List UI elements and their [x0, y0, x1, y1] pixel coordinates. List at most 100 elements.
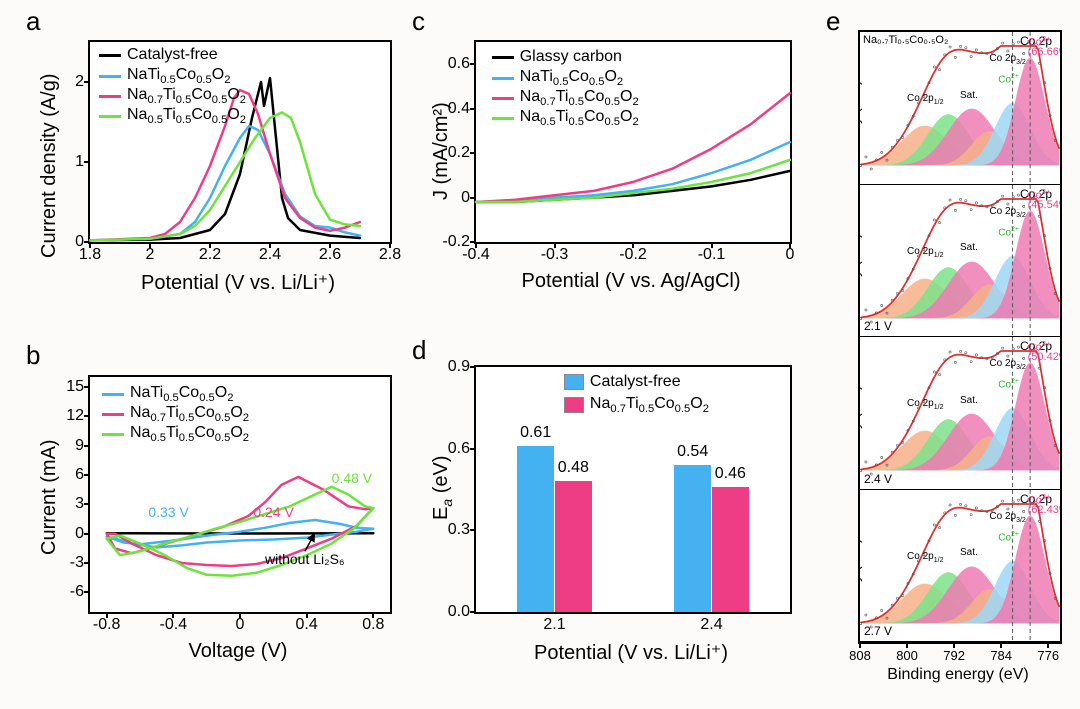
xps-ylabel: Intensity (a.u.): [860, 81, 862, 170]
legend-item: NaTi0.5Co0.5O2: [102, 384, 233, 404]
xtick: 2.2: [199, 246, 221, 264]
ytick: 3: [75, 495, 84, 513]
xtick: 808: [849, 648, 871, 663]
panel-b-ylabel: Current (mA): [38, 439, 61, 555]
xps-label: Co 2p1/2: [907, 551, 943, 564]
xtick: 2.1: [543, 616, 565, 634]
panel-b-plot: -0.8-0.400.40.8-6-303691215NaTi0.5Co0.5O…: [88, 375, 392, 614]
bar: 0.61: [517, 446, 555, 612]
xps-label: Na₀.₇Ti₀.₅Co₀.₅O₂: [863, 34, 948, 46]
panel-label-d: d: [412, 335, 426, 366]
panel-label-a: a: [26, 6, 40, 37]
legend-item: Na0.7Ti0.5Co0.5O2: [492, 88, 639, 108]
panel-a-plot: 1.822.22.42.62.8012Catalyst-freeNaTi0.5C…: [88, 40, 392, 244]
xps-label: Co 2p1/2: [907, 246, 943, 259]
ytick: 1: [75, 153, 84, 171]
ytick: 9: [75, 437, 84, 455]
xtick: 784: [990, 648, 1012, 663]
xtick: 2.6: [319, 246, 341, 264]
legend-item: Catalyst-free: [564, 373, 681, 391]
ytick: -6: [70, 583, 84, 601]
xtick: -0.2: [619, 246, 647, 264]
ytick: 2: [75, 73, 84, 91]
panel-e-stack: Co 2pCo 2p1/2Sat.Co 2p3/2Co2+Co3+(66.66%…: [858, 30, 1062, 644]
panel-e-xlabel: Binding energy (eV): [848, 666, 1068, 684]
xtick: -0.1: [698, 246, 726, 264]
ytick: -3: [70, 554, 84, 572]
ytick: -0.2: [442, 233, 470, 251]
panel-label-e: e: [826, 6, 840, 37]
panel-d-plot: 0.00.30.60.92.10.610.482.40.540.46Cataly…: [474, 365, 792, 614]
xps-label: Co 2p3/2: [989, 511, 1025, 524]
legend-item: Catalyst-free: [99, 46, 218, 64]
ytick: 0.6: [448, 55, 470, 73]
xtick: 792: [943, 648, 965, 663]
ytick: 0.3: [448, 521, 470, 539]
ytick: 0: [75, 233, 84, 251]
xps-subpanel: Co 2pCo 2p1/2Sat.Co 2p3/2Co2+Co3+(50.42%…: [860, 337, 1060, 490]
xps-subpanel: Co 2pCo 2p1/2Sat.Co 2p3/2Co2+Co3+(45.54%…: [860, 185, 1060, 338]
xtick: 2.4: [700, 616, 722, 634]
xps-label: Co2+: [998, 378, 1019, 390]
panel-label-b: b: [26, 340, 40, 371]
figure-root: a b c d e 1.822.22.42.62.8012Catalyst-fr…: [0, 0, 1080, 709]
panel-a-ylabel: Current density (A/g): [38, 73, 61, 258]
legend-item: Glassy carbon: [492, 48, 622, 66]
bar: 0.48: [555, 481, 593, 612]
xtick: 0.8: [362, 616, 384, 634]
ytick: 0.9: [448, 358, 470, 376]
legend-item: Na0.5Ti0.5Co0.5O2: [99, 106, 246, 126]
ytick: 15: [66, 378, 84, 396]
annotation: 0.48 V: [332, 470, 372, 486]
xps-label: (66.66%): [1028, 46, 1060, 58]
ytick: 0.0: [448, 603, 470, 621]
panel-c-plot: -0.4-0.3-0.2-0.10-0.200.20.40.6Glassy ca…: [474, 40, 792, 244]
annotation: 0.33 V: [148, 504, 188, 520]
legend-item: Na0.5Ti0.5Co0.5O2: [102, 424, 249, 444]
xps-label: Sat.: [960, 395, 978, 406]
panel-b-xlabel: Voltage (V): [88, 640, 388, 663]
xps-ylabel: Intensity (a.u.): [860, 233, 862, 322]
xps-label: (45.54%): [1028, 199, 1060, 211]
panel-d-xlabel: Potential (V vs. Li/Li⁺): [474, 640, 788, 665]
legend-item: Na0.7Ti0.5Co0.5O2: [99, 86, 246, 106]
xps-label: (50.42%): [1028, 351, 1060, 363]
panel-a-xlabel: Potential (V vs. Li/Li⁺): [88, 270, 388, 295]
xps-subpanel: Co 2pCo 2p1/2Sat.Co 2p3/2Co2+Co3+(66.66%…: [860, 32, 1060, 185]
xtick: -0.3: [541, 246, 569, 264]
legend-item: Na0.7Ti0.5Co0.5O2: [102, 404, 249, 424]
xtick: 2.4: [259, 246, 281, 264]
xtick: -0.4: [160, 616, 188, 634]
panel-label-c: c: [412, 6, 425, 37]
xps-label: Co2+: [998, 531, 1019, 543]
xtick: 2.8: [379, 246, 401, 264]
bar: 0.46: [712, 487, 750, 612]
xtick: 2: [146, 246, 155, 264]
xps-label: Co 2p1/2: [907, 398, 943, 411]
panel-c-ylabel: J (mA/cm²): [430, 102, 453, 200]
xps-label: Sat.: [960, 242, 978, 253]
xps-label: Co 2p3/2: [989, 358, 1025, 371]
legend-item: NaTi0.5Co0.5O2: [492, 68, 623, 88]
xtick: 0: [786, 246, 795, 264]
annotation: 0.24 V: [253, 504, 293, 520]
xps-ylabel: Intensity (a.u.): [860, 386, 862, 475]
xps-label: Sat.: [960, 90, 978, 101]
ytick: 0: [75, 525, 84, 543]
xps-label: Sat.: [960, 547, 978, 558]
xps-label: 2.4 V: [864, 472, 892, 486]
legend-item: Na0.5Ti0.5Co0.5O2: [492, 108, 639, 128]
xps-label: (62.43%): [1028, 504, 1060, 516]
ytick: 0: [461, 189, 470, 207]
ytick: 6: [75, 466, 84, 484]
xps-label: Co2+: [998, 73, 1019, 85]
legend-item: NaTi0.5Co0.5O2: [99, 66, 230, 86]
xtick: 0: [236, 616, 245, 634]
ytick: 12: [66, 407, 84, 425]
xps-ylabel: Intensity (a.u.): [860, 538, 862, 627]
xps-label: Co 2p3/2: [989, 206, 1025, 219]
panel-c-xlabel: Potential (V vs. Ag/AgCl): [474, 270, 788, 293]
legend-item: Na0.7Ti0.5Co0.5O2: [564, 395, 709, 415]
xtick: 776: [1037, 648, 1059, 663]
annotation: without Li₂S₆: [265, 551, 345, 567]
